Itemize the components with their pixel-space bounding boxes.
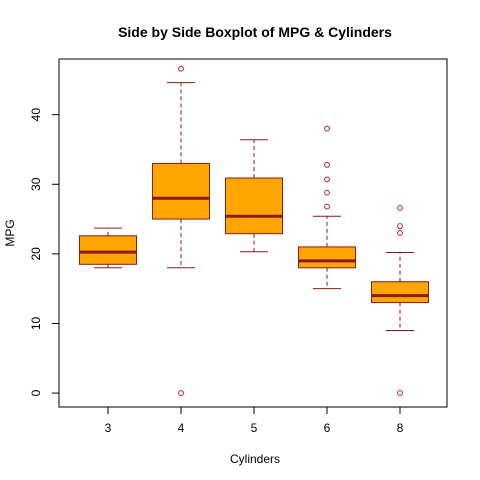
y-tick-label: 20: [29, 247, 43, 261]
outlier-point: [179, 391, 184, 396]
box-6: [299, 126, 356, 288]
y-tick-label: 10: [29, 316, 43, 330]
box-4: [153, 66, 210, 395]
iqr-box: [299, 247, 356, 268]
iqr-box: [372, 282, 429, 303]
outlier-point: [325, 204, 330, 209]
outlier-point: [325, 126, 330, 131]
x-tick-label: 6: [324, 421, 331, 435]
y-tick-label: 40: [29, 108, 43, 122]
box-5: [226, 140, 283, 252]
x-axis: 3 4 5 6 8: [105, 407, 404, 435]
x-axis-label: Cylinders: [230, 452, 280, 466]
boxes-group: [80, 66, 429, 395]
y-axis: 0 10 20 30 40: [29, 108, 59, 397]
outlier-point: [179, 66, 184, 71]
y-tick-label: 30: [29, 177, 43, 191]
chart-title: Side by Side Boxplot of MPG & Cylinders: [118, 24, 392, 40]
x-tick-label: 5: [251, 421, 258, 435]
outlier-point: [325, 190, 330, 195]
iqr-box: [226, 178, 283, 234]
y-axis-label: MPG: [3, 219, 17, 246]
outlier-point: [398, 206, 403, 211]
x-tick-label: 3: [105, 421, 112, 435]
x-tick-label: 8: [397, 421, 404, 435]
box-3: [80, 228, 137, 268]
outlier-point: [325, 177, 330, 182]
x-tick-label: 4: [178, 421, 185, 435]
outlier-point: [325, 162, 330, 167]
outlier-point: [398, 231, 403, 236]
iqr-box: [153, 163, 210, 219]
iqr-box: [80, 236, 137, 265]
y-tick-label: 0: [29, 389, 43, 396]
box-8: [372, 206, 429, 396]
outlier-point: [398, 224, 403, 229]
outlier-point: [398, 391, 403, 396]
